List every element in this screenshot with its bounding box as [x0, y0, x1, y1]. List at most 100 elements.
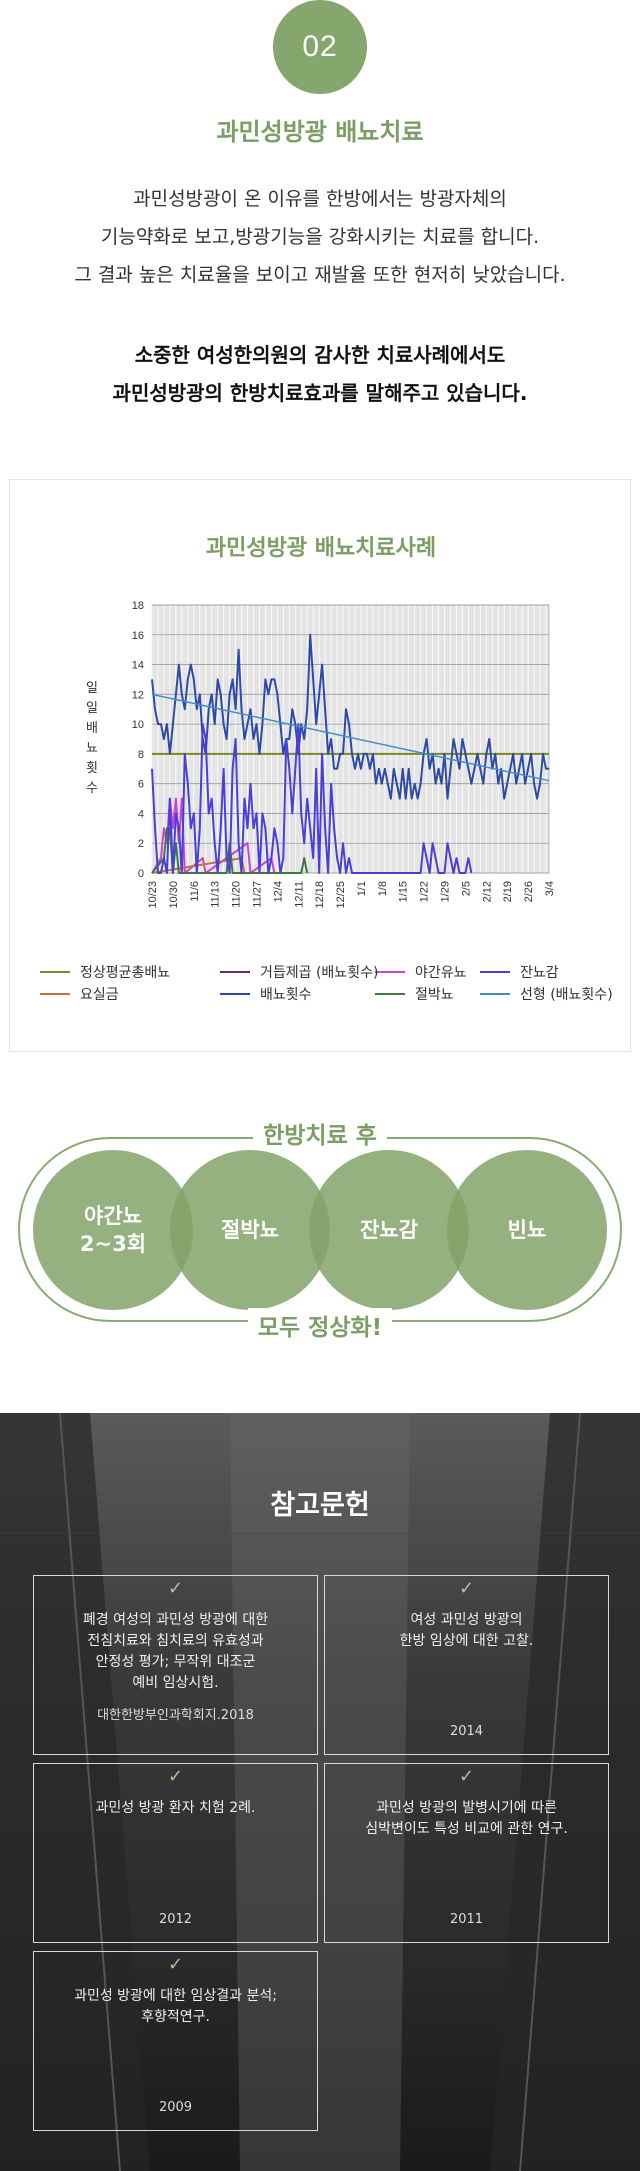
reference-line: 심박변이도 특성 비교에 관한 연구.: [365, 1821, 568, 1837]
reference-line: 한방 임상에 대한 고찰.: [399, 1633, 534, 1649]
checkmark-icon: ✓: [458, 1766, 475, 1787]
reference-line: 여성 과민성 방광의: [410, 1612, 523, 1628]
result-bubble-nocturia: 야간뇨 2~3회: [33, 1150, 193, 1310]
reference-line: 전침치료와 침치료의 유효성과: [87, 1633, 264, 1649]
reference-source: 대한한방부인과학회지.2018: [97, 1708, 254, 1723]
y-axis-label: 일: [86, 681, 98, 696]
legend-label: 배뇨횟수: [260, 987, 312, 1003]
bold-line: 과민성방광의 한방치료효과를 말해주고 있습니다.: [112, 381, 528, 405]
reference-card: ✓ 과민성 방광 환자 치험 2례. 2012: [33, 1763, 318, 1943]
y-axis-label: 배: [86, 721, 98, 736]
checkmark-icon: ✓: [458, 1578, 475, 1599]
result-bubble-frequency: 빈뇨: [447, 1150, 607, 1310]
y-axis-label: 뇨: [86, 741, 98, 756]
after-bottom-wrap: 모두 정상화!: [0, 1308, 640, 1342]
section-number-badge: 02: [273, 0, 367, 94]
checkmark-icon: ✓: [167, 1954, 184, 1975]
bubble-label: 빈뇨: [507, 1218, 547, 1242]
x-tick-label: 11/6: [189, 881, 201, 902]
bold-line: 소중한 여성한의원의 감사한 치료사례에서도: [134, 343, 506, 367]
x-tick-label: 2/12: [481, 881, 493, 902]
series-line: [151, 827, 309, 874]
checkmark-icon: ✓: [167, 1766, 184, 1787]
x-tick-label: 12/4: [272, 881, 284, 902]
x-tick-label: 1/1: [356, 881, 368, 896]
chart-panel: 과민성방광 배뇨치료사례 0 2 4 6 8 10 12 14 16 18 10/23 10/30 11…: [9, 479, 631, 1052]
series-line: [151, 723, 473, 874]
reference-card: ✓ 과민성 방광에 대한 임상결과 분석; 후향적연구. 2009: [33, 1951, 318, 2131]
y-tick-label: 10: [132, 719, 144, 731]
x-tick-label: 11/13: [210, 881, 222, 908]
reference-year: 2011: [449, 1912, 484, 1927]
x-tick-label: 1/8: [377, 881, 389, 896]
bubble-label: 잔뇨감: [360, 1218, 418, 1242]
reference-line: 과민성 방광의 발병시기에 따른: [376, 1800, 557, 1816]
y-axis-label: 일: [86, 701, 98, 716]
x-tick-label: 3/4: [544, 881, 556, 896]
intro-line: 과민성방광이 온 이유를 한방에서는 방광자체의: [133, 188, 507, 210]
reference-card: ✓ 여성 과민성 방광의 한방 임상에 대한 고찰. 2014: [324, 1575, 609, 1755]
x-tick-label: 11/20: [231, 881, 243, 908]
legend-label: 잔뇨감: [520, 965, 559, 981]
reference-text: 과민성 방광에 대한 임상결과 분석; 후향적연구.: [44, 1986, 307, 2028]
x-tick-label: 11/27: [251, 881, 263, 908]
y-tick-label: 0: [138, 868, 144, 880]
legend-label: 정상평균총배뇨: [80, 965, 170, 981]
section-title: 과민성방광 배뇨치료: [216, 118, 424, 146]
reference-text: 여성 과민성 방광의 한방 임상에 대한 고찰.: [335, 1610, 598, 1652]
reference-line: 폐경 여성의 과민성 방광에 대한: [82, 1612, 269, 1628]
y-tick-label: 4: [138, 808, 144, 820]
checkmark-icon: ✓: [167, 1578, 184, 1599]
y-tick-label: 6: [138, 779, 144, 791]
x-tick-label: 2/5: [460, 881, 472, 896]
y-tick-label: 8: [138, 749, 144, 761]
after-title-wrap: 한방치료 후: [0, 1116, 640, 1150]
reference-text: 과민성 방광의 발병시기에 따른 심박변이도 특성 비교에 관한 연구.: [335, 1798, 598, 1840]
x-tick-label: 1/15: [398, 881, 410, 902]
y-tick-label: 18: [132, 600, 144, 612]
intro-text: 과민성방광이 온 이유를 한방에서는 방광자체의 기능약화로 보고,방광기능을 …: [0, 180, 640, 294]
legend-label: 선형 (배뇨횟수): [520, 987, 613, 1003]
bubble-label: 절박뇨: [221, 1218, 279, 1242]
library-background: [0, 1413, 640, 2171]
reference-line: 예비 임상시험.: [132, 1675, 219, 1691]
reference-line: 안정성 평가; 무작위 대조군: [95, 1654, 256, 1670]
x-tick-label: 12/18: [314, 881, 326, 909]
y-axis-label: 수: [86, 781, 98, 796]
intro-line: 기능약화로 보고,방광기능을 강화시키는 치료를 합니다.: [100, 226, 540, 248]
reference-text: 과민성 방광 환자 치험 2례.: [44, 1798, 307, 1819]
after-title: 한방치료 후: [253, 1116, 387, 1150]
bubble-label: 야간뇨: [84, 1204, 142, 1228]
x-tick-label: 2/26: [523, 881, 535, 902]
reference-line: 후향적연구.: [141, 2009, 210, 2025]
result-bubble-residual: 잔뇨감: [309, 1150, 469, 1310]
x-tick-label: 1/22: [419, 881, 431, 902]
y-tick-label: 2: [138, 838, 144, 850]
y-tick-label: 14: [132, 660, 144, 672]
reference-year: 2012: [158, 1912, 193, 1927]
reference-year: 2009: [158, 2100, 193, 2115]
result-bubble-urgency: 절박뇨: [170, 1150, 330, 1310]
x-tick-label: 12/11: [293, 881, 305, 908]
intro-bold-text: 소중한 여성한의원의 감사한 치료사례에서도 과민성방광의 한방치료효과를 말해…: [0, 336, 640, 412]
after-result-text: 모두 정상화!: [247, 1308, 393, 1342]
series-line: [151, 633, 549, 800]
legend-label: 요실금: [80, 987, 119, 1003]
reference-year: 2014: [449, 1724, 484, 1739]
legend-label: 야간유뇨: [415, 965, 467, 981]
intro-line: 그 결과 높은 치료율을 보이고 재발율 또한 현저히 낮았습니다.: [74, 264, 566, 286]
trend-line: [151, 693, 550, 782]
legend-label: 거듭제곱 (배뇨횟수): [260, 965, 378, 981]
x-tick-label: 2/19: [502, 881, 514, 902]
line-chart: 0 2 4 6 8 10 12 14 16 18 10/23 10/30 11/6 11/13 11/20 1…: [40, 600, 613, 1003]
x-tick-label: 12/25: [335, 881, 347, 909]
reference-card: ✓ 폐경 여성의 과민성 방광에 대한 전침치료와 침치료의 유효성과 안정성 …: [33, 1575, 318, 1755]
reference-line: 과민성 방광에 대한 임상결과 분석;: [74, 1988, 277, 2004]
x-tick-label: 10/23: [147, 881, 159, 909]
x-tick-label: 1/29: [440, 881, 452, 902]
references-section: 참고문헌 ✓ 폐경 여성의 과민성 방광에 대한 전침치료와 침치료의 유효성과…: [0, 1413, 640, 2171]
bubble-sublabel: 2~3회: [79, 1232, 147, 1256]
chart-title: 과민성방광 배뇨치료사례: [205, 536, 437, 561]
y-axis-label: 횟: [86, 761, 98, 776]
reference-line: 과민성 방광 환자 치험 2례.: [95, 1800, 256, 1816]
